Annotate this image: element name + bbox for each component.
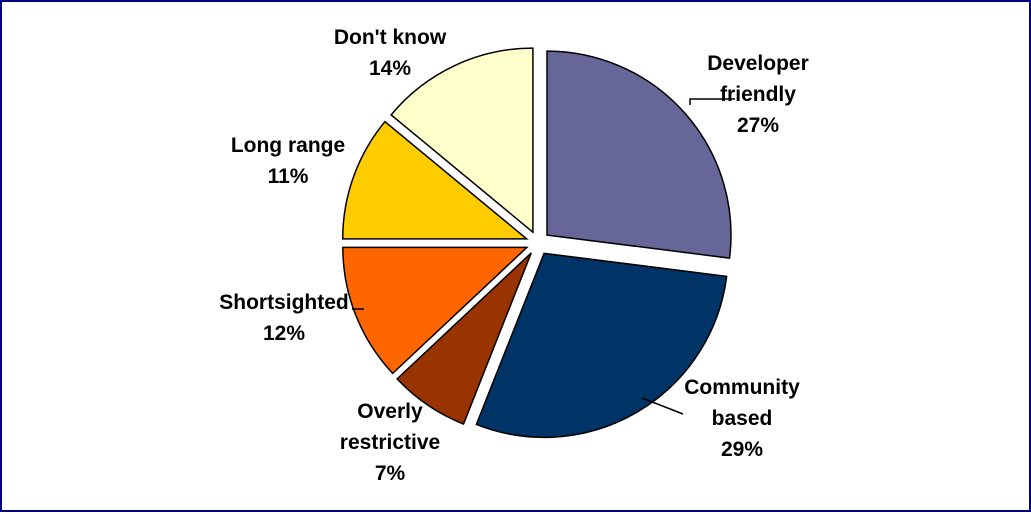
slice-labels: Developer friendly 27% Community based 29% Ove… — [219, 26, 809, 485]
slice-label-line: Developer — [707, 52, 809, 75]
slice-label-shortsighted: Shortsighted 12% — [219, 291, 349, 345]
slice-label-line: restrictive — [340, 431, 440, 454]
slice-label-line: Overly — [357, 400, 423, 423]
slice-percent: 12% — [263, 322, 305, 345]
slice-label-community-based: Community based 29% — [684, 376, 800, 461]
pie-slice-don-t-know — [390, 47, 534, 234]
pie-slices — [341, 47, 732, 439]
slice-percent: 14% — [369, 57, 411, 80]
slice-percent: 29% — [721, 438, 763, 461]
slice-label-line: based — [712, 407, 773, 430]
leader-line-community-based — [641, 397, 684, 415]
slice-label-line: Community — [684, 376, 800, 399]
slice-label-line: Don't know — [334, 26, 447, 49]
pie-slice-shortsighted — [342, 246, 529, 375]
slice-label-line: Shortsighted — [219, 291, 349, 314]
slice-label-line: friendly — [720, 83, 796, 106]
slice-label-line: Long range — [231, 134, 345, 157]
slice-percent: 11% — [268, 165, 309, 188]
pie-slice-long-range — [341, 120, 529, 240]
leader-lines — [352, 98, 735, 415]
slice-label-don-t-know: Don't know 14% — [334, 26, 447, 80]
slice-label-overly-restrictive: Overly restrictive 7% — [340, 400, 440, 485]
pie-slice-overly-restrictive — [396, 252, 532, 425]
pie-slice-developer-friendly — [546, 50, 732, 259]
leader-line-developer-friendly — [689, 98, 735, 105]
slice-label-long-range: Long range 11% — [231, 134, 345, 188]
slice-percent: 7% — [375, 462, 406, 485]
slice-percent: 27% — [737, 114, 779, 137]
slice-label-developer-friendly: Developer friendly 27% — [707, 52, 809, 137]
pie-slice-community-based — [475, 252, 728, 439]
